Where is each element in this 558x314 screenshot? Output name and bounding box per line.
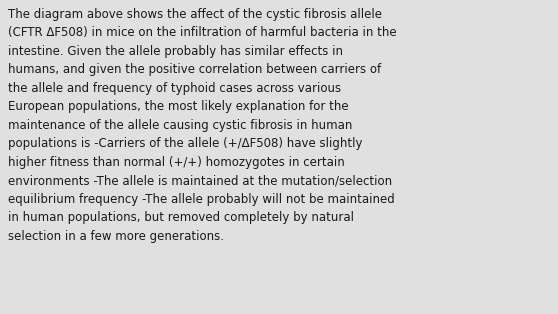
Text: The diagram above shows the affect of the cystic fibrosis allele
(CFTR ΔF508) in: The diagram above shows the affect of th… [8,8,397,243]
